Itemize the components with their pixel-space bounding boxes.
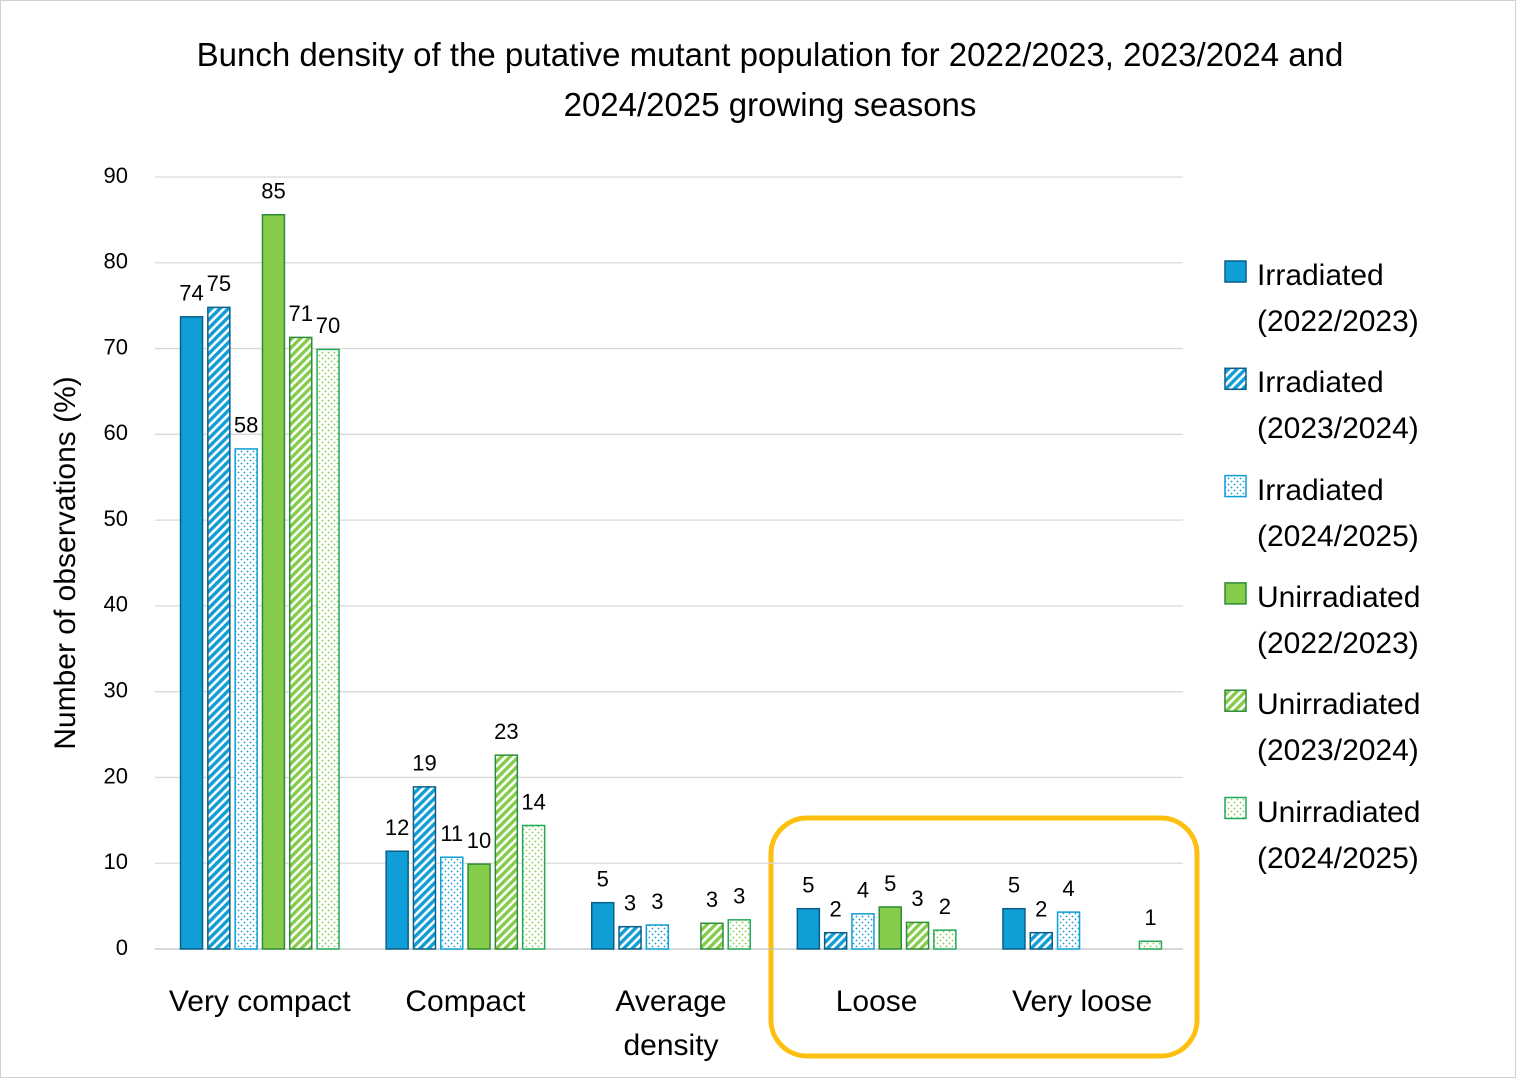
bar <box>905 921 930 950</box>
legend-swatch <box>1224 689 1247 712</box>
bar <box>1138 940 1163 950</box>
y-axis-label: Number of observations (%) <box>49 376 82 749</box>
legend-swatch <box>1224 367 1247 391</box>
y-tick-label: 70 <box>104 334 128 359</box>
data-label: 4 <box>1062 876 1074 901</box>
legend-swatch <box>1224 796 1247 820</box>
bar <box>933 929 957 950</box>
y-tick-label: 40 <box>104 592 128 617</box>
legend-swatch <box>1224 474 1247 498</box>
bar <box>1002 907 1026 950</box>
y-tick-label: 50 <box>104 506 128 531</box>
data-label: 19 <box>412 751 436 776</box>
bar <box>591 901 615 950</box>
data-label: 58 <box>234 413 258 438</box>
data-label: 2 <box>1035 897 1047 922</box>
data-label: 5 <box>802 872 814 897</box>
data-label: 10 <box>467 828 491 853</box>
data-label: 5 <box>597 866 609 891</box>
data-label: 14 <box>521 789 545 814</box>
data-label: 74 <box>179 281 203 306</box>
data-label: 3 <box>911 886 923 911</box>
legend-label: Irradiated (2023/2024) <box>1257 366 1419 446</box>
bar <box>1056 911 1081 950</box>
data-label: 71 <box>289 301 313 326</box>
data-label: 75 <box>207 271 231 296</box>
y-tick-label: 0 <box>116 935 128 960</box>
data-label: 3 <box>624 891 636 916</box>
bar <box>494 754 519 950</box>
bar <box>234 448 258 950</box>
data-label: 3 <box>706 887 718 912</box>
legend-swatch <box>1224 260 1247 283</box>
bar <box>700 922 724 950</box>
y-tick-label: 80 <box>104 249 128 274</box>
bar <box>796 907 821 950</box>
y-tick-label: 10 <box>104 849 128 874</box>
data-label: 1 <box>1144 905 1156 930</box>
bar <box>823 931 848 950</box>
data-label: 5 <box>884 871 896 896</box>
data-label: 4 <box>857 878 869 903</box>
data-label: 23 <box>494 719 518 744</box>
data-label: 70 <box>316 313 340 338</box>
bar <box>440 856 464 950</box>
data-label: 11 <box>440 821 463 846</box>
bar <box>878 906 902 950</box>
legend-label: Irradiated (2024/2025) <box>1257 473 1419 553</box>
x-tick-label: Very loose <box>1012 985 1153 1018</box>
bar <box>316 348 340 950</box>
bar <box>179 316 204 950</box>
bar <box>385 850 409 950</box>
chart-title: Bunch density of the putative mutant pop… <box>196 36 1344 123</box>
legend-swatch <box>1224 582 1247 605</box>
legend-label: Unirradiated (2023/2024) <box>1257 688 1421 768</box>
data-label: 5 <box>1008 872 1020 897</box>
bar <box>412 786 437 950</box>
bar <box>851 913 875 950</box>
x-tick-label: Average density <box>615 985 727 1062</box>
highlight-box <box>768 815 1200 1059</box>
data-label: 85 <box>261 179 285 204</box>
legend-label: Irradiated (2022/2023) <box>1257 259 1419 338</box>
bar <box>289 336 313 950</box>
data-label: 12 <box>385 815 409 840</box>
data-label: 3 <box>651 889 663 914</box>
bar <box>521 824 546 950</box>
bar <box>207 306 231 950</box>
x-tick-label: Very compact <box>168 985 351 1018</box>
bar <box>727 919 751 950</box>
bar <box>467 863 491 950</box>
bar <box>645 924 670 950</box>
legend-label: Unirradiated (2024/2025) <box>1257 795 1421 875</box>
data-label: 3 <box>733 884 745 909</box>
data-label: 2 <box>830 897 842 922</box>
x-tick-label: Compact <box>405 985 526 1018</box>
y-tick-label: 20 <box>104 763 128 788</box>
data-label: 2 <box>939 894 951 919</box>
legend-label: Unirradiated (2022/2023) <box>1257 580 1421 660</box>
y-tick-label: 90 <box>104 163 128 188</box>
y-tick-label: 30 <box>104 677 128 702</box>
y-tick-label: 60 <box>104 420 128 445</box>
bar <box>261 213 286 950</box>
bar <box>618 925 642 950</box>
bar <box>1029 931 1053 950</box>
x-tick-label: Loose <box>835 985 918 1018</box>
